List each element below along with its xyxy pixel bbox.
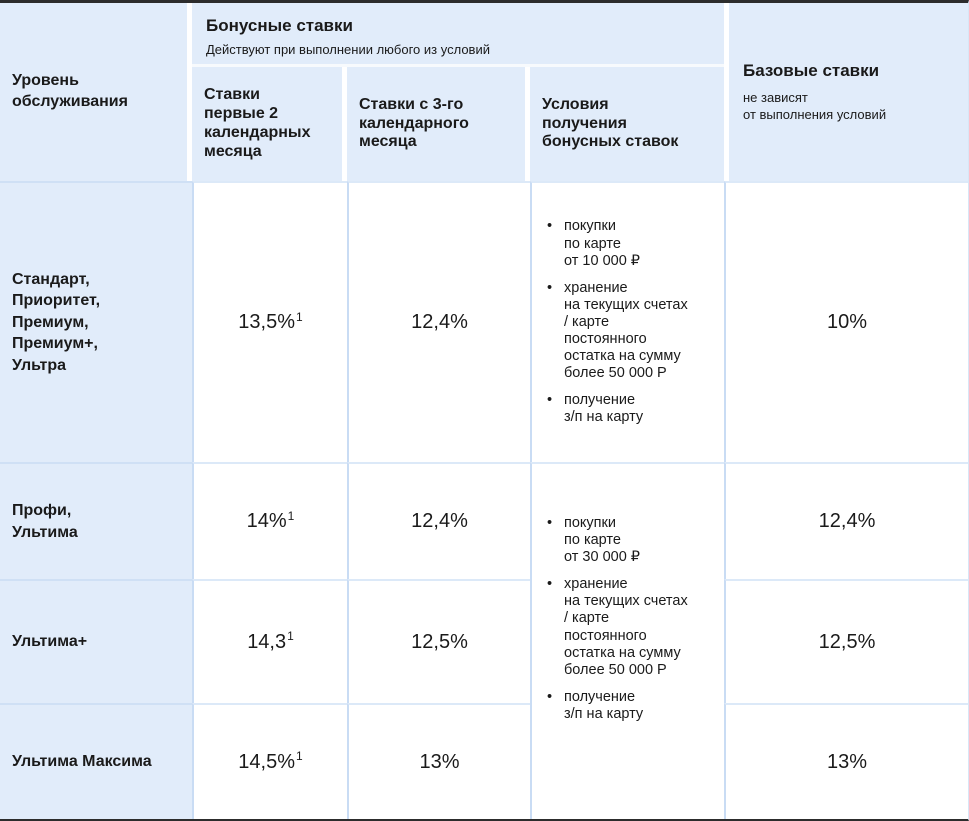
condition-item: • покупки по карте от 10 000 ₽	[547, 218, 716, 269]
rate-value: 13%	[826, 750, 868, 773]
base-rates-subtitle: не зависят от выполнения условий	[743, 90, 887, 122]
bullet-icon: •	[547, 392, 553, 409]
rate-first-cell: 13,5% 1	[192, 181, 347, 462]
condition-item: • хранение на текущих счетах / карте пос…	[547, 576, 716, 679]
condition-item: • покупки по карте от 30 000 ₽	[547, 515, 716, 566]
condition-text: покупки по карте от 30 000 ₽	[564, 514, 641, 566]
rate-value: 12,4%	[411, 311, 468, 333]
base-rate-cell: 12,5%	[724, 579, 968, 703]
bullet-icon: •	[547, 218, 553, 235]
conditions-cell-merged: • покупки по карте от 30 000 ₽ • хранени…	[530, 462, 724, 819]
base-rates-header-cell: Базовые ставки не зависят от выполнения …	[724, 3, 968, 181]
condition-text: получение з/п на карту	[564, 688, 644, 722]
bullet-icon: •	[547, 688, 553, 705]
level-cell-ultima-plus: Ультима+	[0, 579, 192, 703]
rate-value: 14,5%	[238, 750, 296, 773]
rate-value: 12,4%	[818, 510, 876, 532]
rate-first-cell: 14% 1	[192, 462, 347, 579]
bonus-rates-header-cell: Бонусные ставки Действуют при выполнении…	[192, 3, 724, 67]
rate-value: 13,5%	[238, 311, 296, 333]
base-rate-cell: 13%	[724, 703, 968, 819]
conditions-cell-row1: • покупки по карте от 10 000 ₽ • хранени…	[530, 181, 724, 462]
rate-value: 10%	[826, 311, 868, 333]
base-rates-title: Базовые ставки	[743, 61, 880, 81]
level-cell-profi: Профи, Ультима	[0, 462, 192, 579]
condition-text: покупки по карте от 10 000 ₽	[564, 218, 641, 269]
rate-value: 12,5%	[818, 630, 876, 653]
condition-item: • получение з/п на карту	[547, 392, 716, 426]
bonus-conditions-header: Условия получения бонусных ставок	[530, 67, 724, 181]
rate-first-cell: 14,5% 1	[192, 703, 347, 819]
bullet-icon: •	[547, 514, 553, 531]
rate-after-cell: 13%	[347, 703, 530, 819]
rate-after-cell: 12,4%	[347, 181, 530, 462]
level-cell-standart: Стандарт, Приоритет, Премиум, Премиум+, …	[0, 181, 192, 462]
bullet-icon: •	[547, 576, 553, 593]
base-rate-cell: 12,4%	[724, 462, 968, 579]
level-cell-ultima-maxima: Ультима Максима	[0, 703, 192, 819]
bonus-rates-subtitle: Действуют при выполнении любого из услов…	[206, 42, 490, 57]
condition-text: хранение на текущих счетах / карте посто…	[564, 279, 688, 382]
rates-first-2-months-header: Ставки первые 2 календарных месяца	[192, 67, 347, 181]
base-rate-cell: 10%	[724, 181, 968, 462]
rate-value: 12,4%	[411, 510, 468, 532]
rate-first-cell: 14,3 1	[192, 579, 347, 703]
condition-item: • хранение на текущих счетах / карте пос…	[547, 280, 716, 383]
condition-text: хранение на текущих счетах / карте посто…	[564, 576, 688, 678]
condition-text: получение з/п на карту	[564, 392, 644, 426]
service-level-header-cell: Уровень обслуживания	[0, 3, 192, 181]
rate-value: 14%	[246, 510, 287, 532]
rates-from-3rd-month-header: Ставки с 3-го календарного месяца	[347, 67, 530, 181]
condition-item: • получение з/п на карту	[547, 689, 716, 723]
rate-after-cell: 12,5%	[347, 579, 530, 703]
rate-value: 13%	[419, 750, 460, 773]
bonus-rates-title: Бонусные ставки	[206, 16, 353, 35]
rate-value: 14,3	[247, 630, 287, 653]
bullet-icon: •	[547, 279, 553, 296]
rate-after-cell: 12,4%	[347, 462, 530, 579]
rate-value: 12,5%	[411, 630, 468, 653]
